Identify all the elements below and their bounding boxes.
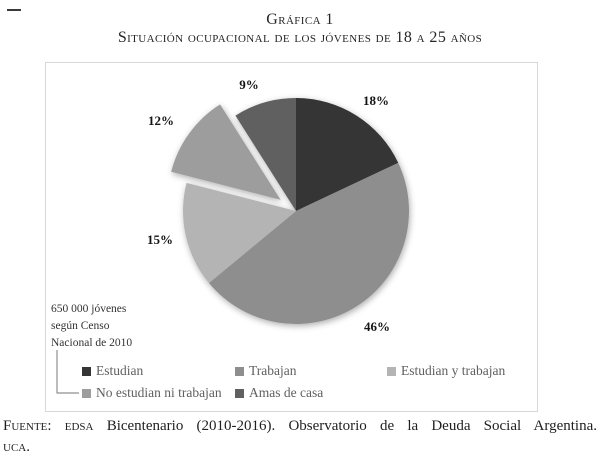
legend-label: Trabajan [249, 363, 297, 378]
chart-title: Gráfica 1 [266, 11, 334, 28]
source-line-2: uca. [3, 439, 30, 455]
pie-slice-estudian-y-trabajan [183, 182, 296, 284]
legend-swatch [82, 366, 91, 376]
legend-label: No estudian ni trabajan [96, 385, 222, 400]
pie-percent-label: 12% [148, 113, 174, 128]
pie-slice-amas-de-casa [235, 98, 296, 211]
source-text: Bicentenario (2010-2016). Observatorio d… [106, 418, 598, 434]
legend-item-estudian-y-trabajan: Estudian y trabajan [387, 363, 557, 379]
pie-slice-trabajan [208, 162, 409, 325]
pie-slice-no-estudian-ni-trabajan [171, 104, 281, 200]
chart-subtitle: Situación ocupacional de los jóvenes de … [117, 29, 483, 46]
pie-slice-estudian [296, 98, 399, 211]
pie-percent-label: 18% [363, 93, 389, 108]
legend-item-trabajan: Trabajan [235, 363, 387, 379]
chart-legend: Estudian Trabajan Estudian y trabajan No es… [82, 363, 557, 401]
legend-swatch [235, 366, 244, 376]
source-label: Fuente: edsa [3, 418, 94, 434]
annotation-line: 650 000 jóvenes [51, 303, 127, 315]
legend-label: Estudian [96, 363, 144, 378]
pie-percent-label: 15% [147, 232, 173, 247]
annotation-line: Nacional de 2010 [51, 337, 133, 349]
pie-percent-label: 9% [239, 77, 259, 92]
legend-label: Estudian y trabajan [401, 363, 506, 378]
legend-item-estudian: Estudian [82, 363, 235, 379]
legend-item-amas-de-casa: Amas de casa [235, 385, 387, 401]
annotation-callout-line [56, 350, 79, 394]
source-line-1: Fuente: edsa Bicentenario (2010-2016). O… [3, 416, 597, 437]
census-annotation: 650 000 jóvenes según Censo Nacional de … [51, 301, 151, 352]
pie-percent-label: 46% [364, 319, 390, 334]
page-margin-dash [7, 9, 21, 11]
annotation-line: según Censo [51, 320, 110, 332]
legend-label: Amas de casa [249, 385, 324, 400]
legend-swatch [82, 388, 91, 398]
source-note: Fuente: edsa Bicentenario (2010-2016). O… [3, 416, 597, 458]
legend-swatch [387, 366, 396, 376]
legend-swatch [235, 388, 244, 398]
legend-item-no-estudian-ni-trabajan: No estudian ni trabajan [82, 385, 235, 401]
